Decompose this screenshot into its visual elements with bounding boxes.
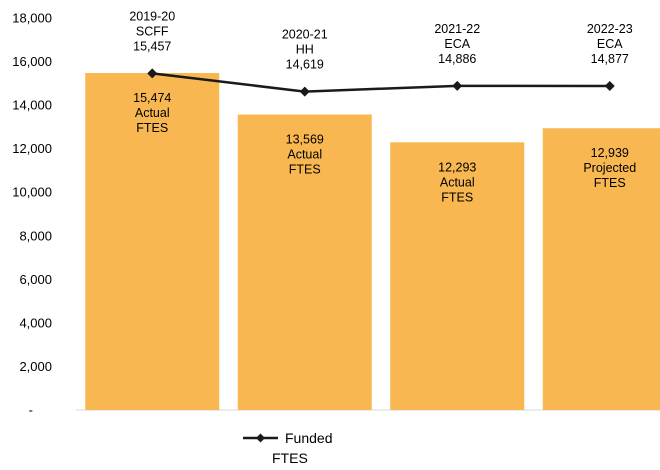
funded-ftes-data-label: ECA (444, 37, 470, 51)
funded-ftes-data-label: 15,457 (133, 39, 171, 53)
y-tick-label: 8,000 (19, 228, 52, 243)
bar-data-label: FTES (441, 190, 473, 204)
bar-data-label: Actual (135, 106, 170, 120)
funded-ftes-data-label: 2019-20 (129, 9, 175, 23)
funded-ftes-markers (147, 68, 615, 97)
bar-data-label: FTES (136, 121, 168, 135)
y-tick-label: 2,000 (19, 359, 52, 374)
funded-ftes-data-label: 14,877 (591, 52, 629, 66)
bar-data-label: Actual (287, 147, 322, 161)
funded-ftes-data-label: 2020-21 (282, 28, 328, 42)
y-tick-label: 12,000 (12, 141, 52, 156)
funded-ftes-point (604, 81, 615, 92)
y-tick-label: 10,000 (12, 185, 52, 200)
bar-series (85, 73, 660, 411)
bar-data-label: 13,569 (286, 132, 324, 146)
funded-ftes-point (299, 86, 310, 97)
y-axis-tick-labels: - 2,000 4,000 6,000 8,000 10,000 12,000 14,000 1… (12, 11, 52, 418)
funded-ftes-point (147, 68, 158, 79)
y-tick-label: 18,000 (12, 11, 52, 26)
funded-ftes-data-label: 14,619 (286, 58, 324, 72)
y-tick-label: 4,000 (19, 315, 52, 330)
funded-ftes-data-label: SCFF (136, 24, 169, 38)
bar-2019-20 (85, 73, 220, 410)
y-tick-label: - (29, 403, 33, 418)
legend-label: Funded (285, 430, 332, 446)
bar-data-label: 15,474 (133, 91, 171, 105)
y-tick-label: 16,000 (12, 54, 52, 69)
funded-ftes-data-label: 2022-23 (587, 22, 633, 36)
bar-data-label: FTES (289, 162, 321, 176)
bar-data-label: Actual (440, 175, 475, 189)
legend-marker-swatch (256, 433, 265, 443)
funded-ftes-data-label: 14,886 (438, 52, 476, 66)
y-tick-label: 6,000 (19, 272, 52, 287)
funded-ftes-line (152, 72, 610, 93)
bar-data-label: 12,939 (591, 146, 629, 160)
funded-ftes-labels: 2019-20SCFF15,4572020-21HH14,6192021-22E… (129, 9, 632, 71)
funded-ftes-point (452, 80, 463, 91)
funded-ftes-data-label: ECA (597, 37, 623, 51)
funded-ftes-data-label: HH (296, 43, 314, 57)
funded-ftes-data-label: 2021-22 (434, 22, 480, 36)
bar-2020-21 (237, 114, 372, 411)
bar-data-label: 12,293 (438, 160, 476, 174)
legend: Funded FTES (243, 430, 332, 466)
bar-2021-22 (390, 142, 525, 411)
bar-data-label: Projected (583, 161, 636, 175)
bar-2022-23 (542, 128, 660, 410)
y-tick-label: 14,000 (12, 98, 52, 113)
legend-label: FTES (272, 450, 308, 466)
bar-data-label: FTES (594, 176, 626, 190)
